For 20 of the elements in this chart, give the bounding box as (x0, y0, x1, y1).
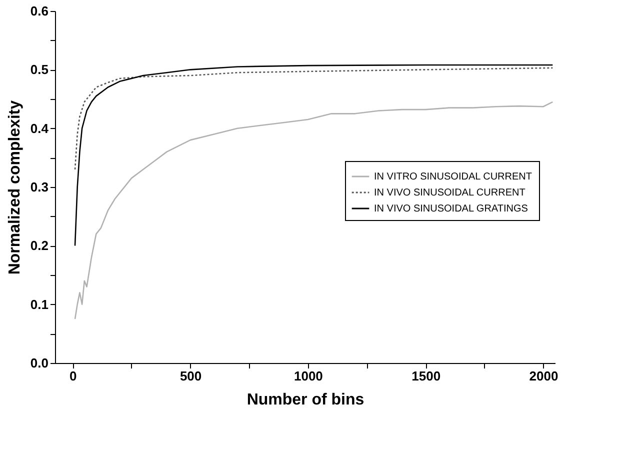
x-axis-title: Number of bins (246, 392, 364, 408)
y-tick-label: 0.2 (30, 238, 48, 254)
line-series (74, 67, 554, 170)
x-tick-label: 1500 (412, 368, 441, 384)
y-tick-label: 0.5 (30, 62, 48, 78)
y-tick-label: 0.1 (30, 296, 48, 312)
x-tick-label: 500 (180, 368, 202, 384)
x-tick-label: 0 (70, 368, 77, 384)
line-series (74, 101, 554, 320)
x-tick-label: 1000 (294, 368, 323, 384)
legend-label: IN VITRO SINUSOIDAL CURRENT (374, 172, 532, 182)
y-axis-title: Normalized complexity (6, 100, 24, 275)
y-tick-label: 0.0 (30, 356, 48, 370)
legend-label: IN VIVO SINUSOIDAL CURRENT (374, 188, 526, 198)
x-tick-label: 2000 (529, 368, 558, 384)
y-tick-label: 0.3 (30, 180, 48, 194)
y-tick-label: 0.4 (30, 120, 50, 136)
y-tick-label: 0.6 (30, 4, 48, 18)
line-series (74, 64, 554, 246)
legend-label: IN VIVO SINUSOIDAL GRATINGS (374, 204, 528, 214)
